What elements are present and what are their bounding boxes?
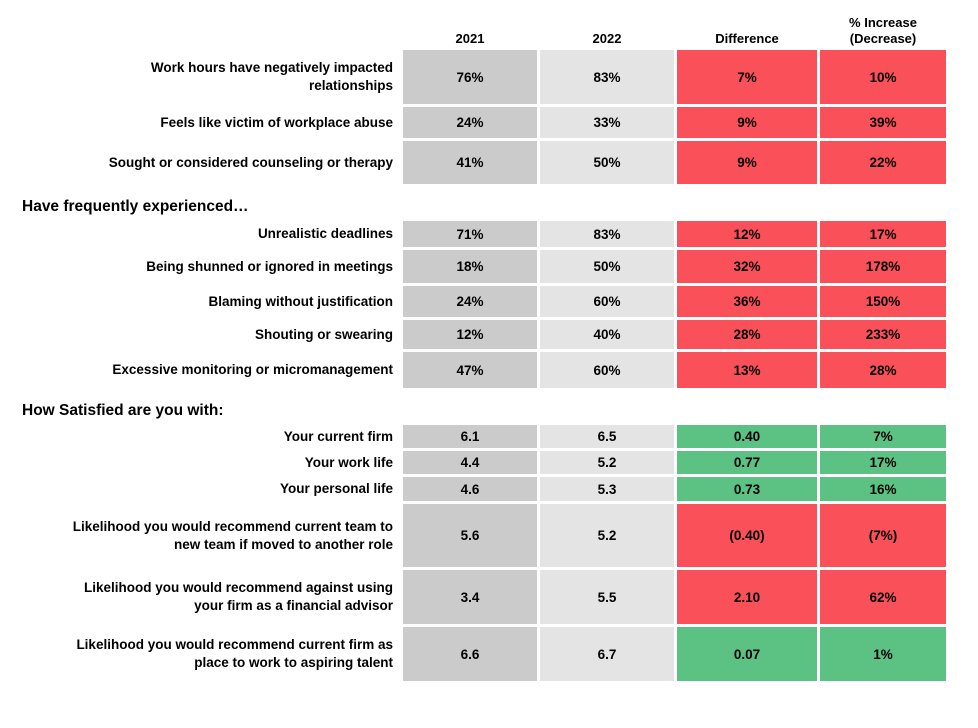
value-cell-2021: 6.1 — [403, 425, 537, 448]
column-header-2022: 2022 — [592, 30, 622, 46]
value-cell-2022: 5.2 — [540, 504, 674, 567]
value-cell-pct-increase: 7% — [820, 425, 946, 448]
value-cell-2022: 60% — [540, 286, 674, 317]
table-row: Blaming without justification 24% 60% 36% 15… — [20, 286, 958, 317]
row-label: Blaming without justification — [208, 293, 394, 309]
value-cell-2022: 6.5 — [540, 425, 674, 448]
value-cell-pct-increase: 22% — [820, 141, 946, 184]
table-row: Excessive monitoring or micromanagement 4… — [20, 352, 958, 388]
value-cell-pct-increase: 17% — [820, 221, 946, 247]
value-cell-2021: 4.6 — [403, 477, 537, 501]
table-row: Sought or considered counseling or thera… — [20, 141, 958, 184]
column-header-pct-increase: % Increase (Decrease) — [849, 15, 917, 46]
value-cell-2022: 60% — [540, 352, 674, 388]
value-cell-difference: 7% — [677, 50, 817, 104]
value-cell-difference: 0.40 — [677, 425, 817, 448]
row-label: Sought or considered counseling or thera… — [108, 154, 393, 170]
row-label: Your work life — [304, 454, 393, 470]
value-cell-pct-increase: 39% — [820, 107, 946, 138]
value-cell-difference: 28% — [677, 320, 817, 349]
value-cell-difference: 9% — [677, 107, 817, 138]
table-row: Your current firm 6.1 6.5 0.40 7% — [20, 425, 958, 448]
value-cell-2022: 33% — [540, 107, 674, 138]
value-cell-2022: 83% — [540, 221, 674, 247]
value-cell-2021: 5.6 — [403, 504, 537, 567]
value-cell-difference: 36% — [677, 286, 817, 317]
value-cell-difference: 12% — [677, 221, 817, 247]
row-label: Unrealistic deadlines — [257, 226, 393, 242]
row-label: Excessive monitoring or micromanagement — [112, 362, 393, 378]
table-row: Feels like victim of workplace abuse 24% 3… — [20, 107, 958, 138]
table-row: Shouting or swearing 12% 40% 28% 233% — [20, 320, 958, 349]
value-cell-2022: 5.3 — [540, 477, 674, 501]
value-cell-2021: 4.4 — [403, 451, 537, 474]
row-label: Shouting or swearing — [254, 326, 393, 342]
table-row: Likelihood you would recommend current t… — [20, 504, 958, 567]
table-row: Likelihood you would recommend current f… — [20, 627, 958, 681]
row-label: Work hours have negatively impacted rela… — [150, 60, 393, 93]
value-cell-2021: 47% — [403, 352, 537, 388]
value-cell-2021: 24% — [403, 286, 537, 317]
row-label: Likelihood you would recommend against u… — [83, 580, 393, 613]
value-cell-pct-increase: 1% — [820, 627, 946, 681]
value-cell-pct-increase: 178% — [820, 250, 946, 283]
value-cell-2021: 76% — [403, 50, 537, 104]
value-cell-2022: 5.5 — [540, 570, 674, 624]
value-cell-2021: 41% — [403, 141, 537, 184]
section-title: How Satisfied are you with: — [22, 402, 224, 419]
comparison-table: 2021 2022 Difference % Increase (Decrease) W… — [20, 8, 958, 681]
table-row: Your work life 4.4 5.2 0.77 17% — [20, 451, 958, 474]
value-cell-pct-increase: 150% — [820, 286, 946, 317]
table-row: Work hours have negatively impacted rela… — [20, 50, 958, 104]
value-cell-2021: 18% — [403, 250, 537, 283]
value-cell-2022: 40% — [540, 320, 674, 349]
table-header-row: 2021 2022 Difference % Increase (Decrease) — [20, 8, 958, 50]
value-cell-2021: 3.4 — [403, 570, 537, 624]
value-cell-difference: (0.40) — [677, 504, 817, 567]
value-cell-2021: 12% — [403, 320, 537, 349]
table-row: Unrealistic deadlines 71% 83% 12% 17% — [20, 221, 958, 247]
column-header-2021: 2021 — [455, 30, 485, 46]
row-label: Feels like victim of workplace abuse — [160, 114, 393, 130]
table-row: Likelihood you would recommend against u… — [20, 570, 958, 624]
value-cell-pct-increase: 16% — [820, 477, 946, 501]
row-label: Likelihood you would recommend current f… — [76, 637, 393, 670]
value-cell-difference: 2.10 — [677, 570, 817, 624]
value-cell-difference: 32% — [677, 250, 817, 283]
value-cell-2021: 24% — [403, 107, 537, 138]
value-cell-difference: 0.73 — [677, 477, 817, 501]
row-label: Your personal life — [279, 481, 393, 497]
value-cell-difference: 9% — [677, 141, 817, 184]
value-cell-2021: 6.6 — [403, 627, 537, 681]
value-cell-2022: 50% — [540, 250, 674, 283]
value-cell-pct-increase: 10% — [820, 50, 946, 104]
value-cell-2022: 83% — [540, 50, 674, 104]
row-label: Being shunned or ignored in meetings — [146, 258, 393, 274]
value-cell-difference: 13% — [677, 352, 817, 388]
value-cell-pct-increase: 62% — [820, 570, 946, 624]
value-cell-2022: 6.7 — [540, 627, 674, 681]
column-header-difference: Difference — [715, 30, 779, 46]
value-cell-pct-increase: 17% — [820, 451, 946, 474]
value-cell-2021: 71% — [403, 221, 537, 247]
value-cell-2022: 50% — [540, 141, 674, 184]
value-cell-pct-increase: 233% — [820, 320, 946, 349]
value-cell-2022: 5.2 — [540, 451, 674, 474]
value-cell-pct-increase: 28% — [820, 352, 946, 388]
section-title: Have frequently experienced… — [22, 198, 249, 215]
value-cell-difference: 0.07 — [677, 627, 817, 681]
row-label: Likelihood you would recommend current t… — [72, 518, 393, 552]
value-cell-difference: 0.77 — [677, 451, 817, 474]
value-cell-pct-increase: (7%) — [820, 504, 946, 567]
table-row: Being shunned or ignored in meetings 18% 5… — [20, 250, 958, 283]
table-row: Your personal life 4.6 5.3 0.73 16% — [20, 477, 958, 501]
row-label: Your current firm — [283, 428, 393, 444]
